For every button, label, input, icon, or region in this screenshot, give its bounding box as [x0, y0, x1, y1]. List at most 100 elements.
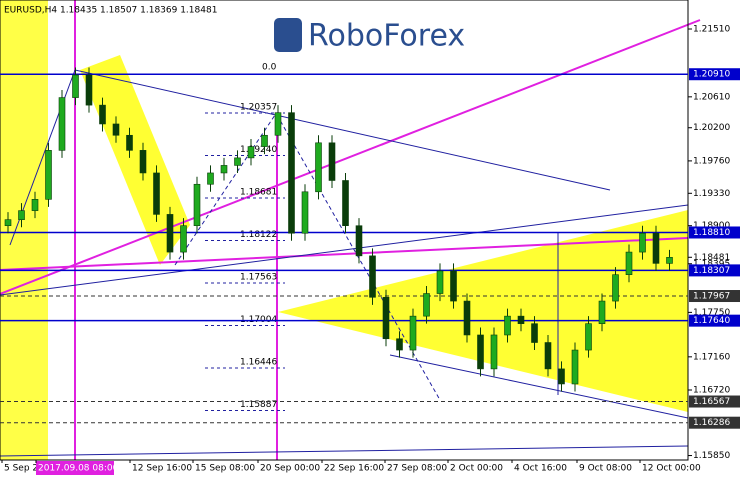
- y-tick-label: 1.18900: [693, 221, 730, 231]
- x-tick-label: 12 Oct 00:00: [642, 464, 701, 474]
- candle-body: [436, 270, 444, 294]
- level-label: 1.16286: [693, 418, 730, 428]
- candle-body: [517, 315, 525, 324]
- level-label-box: [689, 290, 740, 303]
- y-tick-label: 1.17160: [693, 352, 730, 362]
- fib-label: 0.0: [262, 63, 277, 73]
- fib-label: 1.17563: [240, 273, 277, 283]
- logo: RoboForex: [308, 19, 465, 54]
- candle-body: [180, 225, 187, 253]
- candle-body: [126, 134, 133, 151]
- trend-line: [0, 204, 689, 296]
- candle-body: [558, 368, 565, 385]
- x-tick-label: 22 Sep 16:00: [324, 464, 384, 474]
- candle-body: [585, 323, 592, 351]
- candle-body: [234, 157, 241, 166]
- candle-body: [166, 214, 174, 253]
- x-tick-label: 20 Sep 00:00: [260, 464, 320, 474]
- candle-body: [342, 180, 349, 227]
- y-tick-label: 1.20610: [693, 92, 730, 102]
- level-label: 1.18810: [693, 228, 730, 238]
- candle-body: [4, 219, 12, 227]
- candle-body: [463, 300, 471, 336]
- candle-body: [99, 104, 106, 125]
- level-label-box: [689, 314, 740, 327]
- candle-body: [382, 296, 390, 340]
- candle-body: [301, 191, 309, 234]
- candle-body: [612, 274, 619, 302]
- fib-label: 1.18681: [240, 188, 277, 198]
- x-tick-label: 27 Sep 08:00: [387, 464, 447, 474]
- fib-label: 1.18122: [240, 230, 277, 240]
- fib-label: 1.15887: [240, 400, 277, 410]
- y-tick-label: 1.15850: [693, 451, 730, 461]
- level-label-box: [689, 226, 740, 239]
- candle-body: [72, 74, 79, 98]
- level-label: 1.17640: [693, 316, 730, 326]
- y-tick-label: 1.19760: [693, 156, 730, 166]
- logo-icon: [274, 18, 302, 52]
- candle-body: [31, 199, 39, 211]
- level-label: 1.17967: [693, 292, 730, 302]
- trend-line: [0, 19, 701, 295]
- chart-title: EURUSD,H4 1.18435 1.18507 1.18369 1.1848…: [4, 6, 217, 16]
- candle-body: [315, 142, 322, 193]
- candle-body: [477, 334, 484, 370]
- y-tick-label: 1.20200: [693, 123, 730, 133]
- level-label: 1.18307: [693, 266, 730, 276]
- candle-body: [355, 225, 363, 257]
- fib-label: 1.16446: [240, 358, 277, 368]
- zone: [80, 55, 190, 265]
- candle-body: [571, 349, 579, 385]
- candle-body: [531, 323, 538, 343]
- trend-line: [0, 445, 689, 457]
- zone: [0, 0, 48, 460]
- candle-body: [153, 172, 160, 215]
- y-tick-label: 1.17750: [693, 308, 730, 318]
- trend-line: [74, 69, 611, 191]
- level-label-box: [689, 395, 740, 408]
- x-tick-label: 15 Sep 08:00: [195, 464, 255, 474]
- level-label-box: [689, 416, 740, 429]
- fib-label: 1.20357: [240, 103, 277, 113]
- candle-body: [652, 232, 660, 264]
- level-label: 1.16567: [693, 397, 730, 407]
- candle-body: [598, 300, 606, 324]
- candle-body: [45, 150, 52, 200]
- candle-body: [328, 142, 336, 181]
- x-tick-label: 12 Sep 16:00: [132, 464, 192, 474]
- candle-body: [639, 232, 646, 253]
- trend-line: [174, 114, 276, 266]
- candle-body: [274, 112, 282, 136]
- candle-body: [666, 257, 673, 264]
- candle-body: [261, 134, 268, 147]
- candle-body: [423, 293, 430, 317]
- candle-body: [625, 251, 633, 275]
- trend-line: [389, 354, 689, 419]
- candle-body: [288, 112, 295, 234]
- y-tick-label: 1.19330: [693, 189, 730, 199]
- candle-body: [207, 172, 214, 185]
- y-tick-label: 1.16720: [693, 385, 730, 395]
- candle-body: [220, 165, 228, 174]
- y-tick-label: 1.18395: [693, 259, 730, 269]
- candle-body: [193, 183, 201, 227]
- candle-body: [544, 342, 552, 370]
- candle-body: [139, 150, 147, 174]
- y-tick-label: 1.21510: [693, 25, 730, 35]
- candle-body: [247, 146, 255, 159]
- candle-body: [18, 210, 25, 220]
- x-tick-label: 2017.09.08 08:00: [38, 464, 119, 474]
- candle-body: [450, 270, 457, 302]
- x-tick-label: 2 Oct 00:00: [450, 464, 503, 474]
- candle-body: [85, 74, 93, 106]
- level-label-box: [689, 68, 740, 81]
- candle-body: [490, 334, 498, 370]
- x-label-highlight: [36, 461, 114, 475]
- candle-body: [369, 255, 376, 298]
- x-tick-label: 5 Sep 2: [4, 464, 38, 474]
- level-label: 1.20910: [693, 70, 730, 80]
- x-tick-label: 9 Oct 08:00: [579, 464, 632, 474]
- candle-body: [504, 315, 511, 336]
- x-tick-label: 4 Oct 16:00: [514, 464, 567, 474]
